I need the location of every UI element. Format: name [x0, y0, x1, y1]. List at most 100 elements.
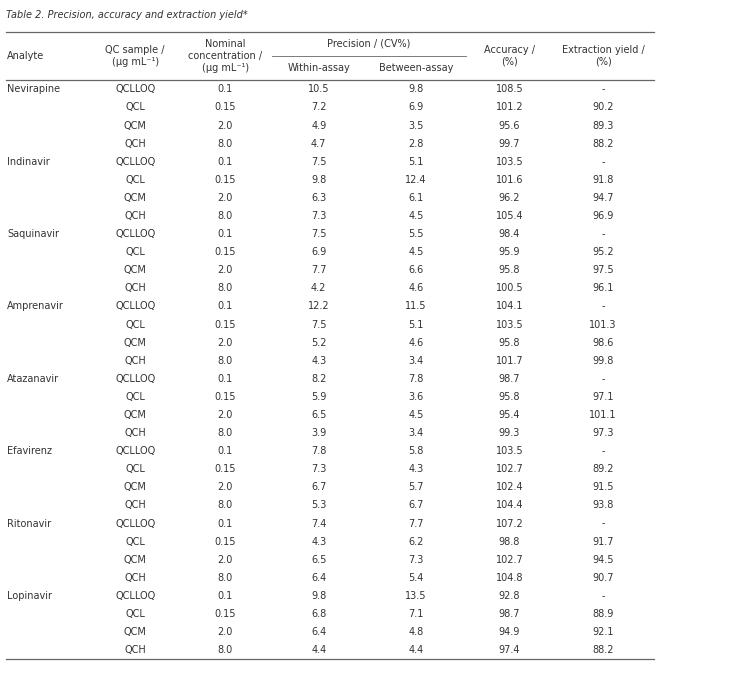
Text: 0.1: 0.1 [218, 591, 232, 601]
Text: Saquinavir: Saquinavir [7, 229, 59, 239]
Text: 7.7: 7.7 [408, 518, 424, 529]
Text: 8.0: 8.0 [218, 428, 232, 438]
Text: 100.5: 100.5 [496, 284, 523, 294]
Text: 4.5: 4.5 [408, 410, 424, 420]
Text: 101.7: 101.7 [496, 356, 523, 366]
Text: Analyte: Analyte [7, 51, 45, 61]
Text: 5.3: 5.3 [311, 500, 327, 510]
Text: 98.7: 98.7 [499, 374, 520, 384]
Text: 97.4: 97.4 [499, 645, 520, 655]
Text: 6.1: 6.1 [409, 193, 423, 203]
Text: 6.7: 6.7 [311, 483, 327, 492]
Text: QCLLOQ: QCLLOQ [115, 229, 156, 239]
Text: 6.2: 6.2 [408, 537, 424, 547]
Text: 7.3: 7.3 [311, 211, 327, 221]
Text: 5.9: 5.9 [311, 392, 327, 402]
Text: 7.7: 7.7 [311, 265, 327, 275]
Text: QCH: QCH [124, 573, 146, 583]
Text: 97.5: 97.5 [592, 265, 614, 275]
Text: 96.2: 96.2 [499, 193, 520, 203]
Text: 4.5: 4.5 [408, 247, 424, 257]
Text: 88.2: 88.2 [592, 645, 614, 655]
Text: 7.8: 7.8 [311, 446, 327, 456]
Text: 98.8: 98.8 [499, 537, 520, 547]
Text: 7.3: 7.3 [311, 464, 327, 475]
Text: QCM: QCM [124, 483, 147, 492]
Text: 4.5: 4.5 [408, 211, 424, 221]
Text: Precision / (CV%): Precision / (CV%) [327, 39, 411, 49]
Text: 97.3: 97.3 [592, 428, 614, 438]
Text: 0.15: 0.15 [214, 319, 236, 329]
Text: QCH: QCH [124, 356, 146, 366]
Text: 108.5: 108.5 [496, 84, 523, 95]
Text: 3.9: 3.9 [311, 428, 326, 438]
Text: 2.0: 2.0 [217, 627, 233, 637]
Text: 104.8: 104.8 [496, 573, 523, 583]
Text: 3.5: 3.5 [408, 121, 424, 130]
Text: QCM: QCM [124, 555, 147, 565]
Text: 7.4: 7.4 [311, 518, 327, 529]
Text: Efavirenz: Efavirenz [7, 446, 53, 456]
Text: 4.2: 4.2 [311, 284, 327, 294]
Text: 101.3: 101.3 [589, 319, 617, 329]
Text: QCM: QCM [124, 193, 147, 203]
Text: 4.4: 4.4 [311, 645, 326, 655]
Text: 88.9: 88.9 [592, 609, 614, 619]
Text: 0.15: 0.15 [214, 464, 236, 475]
Text: 89.2: 89.2 [592, 464, 614, 475]
Text: QCLLOQ: QCLLOQ [115, 84, 156, 95]
Text: 102.7: 102.7 [496, 555, 523, 565]
Text: QCLLOQ: QCLLOQ [115, 157, 156, 167]
Text: 10.5: 10.5 [308, 84, 330, 95]
Text: 8.2: 8.2 [311, 374, 327, 384]
Text: 9.8: 9.8 [311, 175, 326, 185]
Text: 0.15: 0.15 [214, 247, 236, 257]
Text: 95.8: 95.8 [499, 338, 520, 348]
Text: 5.1: 5.1 [408, 157, 424, 167]
Text: 91.7: 91.7 [592, 537, 614, 547]
Text: Accuracy /
(%): Accuracy / (%) [484, 45, 535, 67]
Text: 5.1: 5.1 [408, 319, 424, 329]
Text: 102.4: 102.4 [496, 483, 523, 492]
Text: 91.8: 91.8 [592, 175, 614, 185]
Text: 90.2: 90.2 [592, 103, 614, 113]
Text: 96.1: 96.1 [592, 284, 614, 294]
Text: QCH: QCH [124, 645, 146, 655]
Text: 92.8: 92.8 [499, 591, 520, 601]
Text: 6.8: 6.8 [311, 609, 326, 619]
Text: 2.8: 2.8 [408, 138, 424, 148]
Text: 95.6: 95.6 [499, 121, 520, 130]
Text: -: - [602, 591, 605, 601]
Text: 104.1: 104.1 [496, 302, 523, 311]
Text: 4.8: 4.8 [409, 627, 423, 637]
Text: 6.4: 6.4 [311, 573, 326, 583]
Text: 3.4: 3.4 [409, 356, 423, 366]
Text: 98.4: 98.4 [499, 229, 520, 239]
Text: 3.6: 3.6 [409, 392, 423, 402]
Text: -: - [602, 374, 605, 384]
Text: Between-assay: Between-assay [379, 63, 453, 73]
Text: -: - [602, 157, 605, 167]
Text: -: - [602, 229, 605, 239]
Text: QCH: QCH [124, 138, 146, 148]
Text: Extraction yield /
(%): Extraction yield / (%) [561, 45, 645, 67]
Text: 101.1: 101.1 [589, 410, 617, 420]
Text: 99.8: 99.8 [592, 356, 614, 366]
Text: QCL: QCL [125, 319, 145, 329]
Text: 8.0: 8.0 [218, 573, 232, 583]
Text: 0.1: 0.1 [218, 302, 232, 311]
Text: Indinavir: Indinavir [7, 157, 50, 167]
Text: 94.5: 94.5 [592, 555, 614, 565]
Text: 8.0: 8.0 [218, 211, 232, 221]
Text: 88.2: 88.2 [592, 138, 614, 148]
Text: 102.7: 102.7 [496, 464, 523, 475]
Text: QCLLOQ: QCLLOQ [115, 591, 156, 601]
Text: 94.9: 94.9 [499, 627, 520, 637]
Text: Atazanavir: Atazanavir [7, 374, 59, 384]
Text: 89.3: 89.3 [592, 121, 614, 130]
Text: 4.3: 4.3 [311, 356, 326, 366]
Text: Lopinavir: Lopinavir [7, 591, 53, 601]
Text: 13.5: 13.5 [405, 591, 427, 601]
Text: 107.2: 107.2 [496, 518, 523, 529]
Text: QCLLOQ: QCLLOQ [115, 446, 156, 456]
